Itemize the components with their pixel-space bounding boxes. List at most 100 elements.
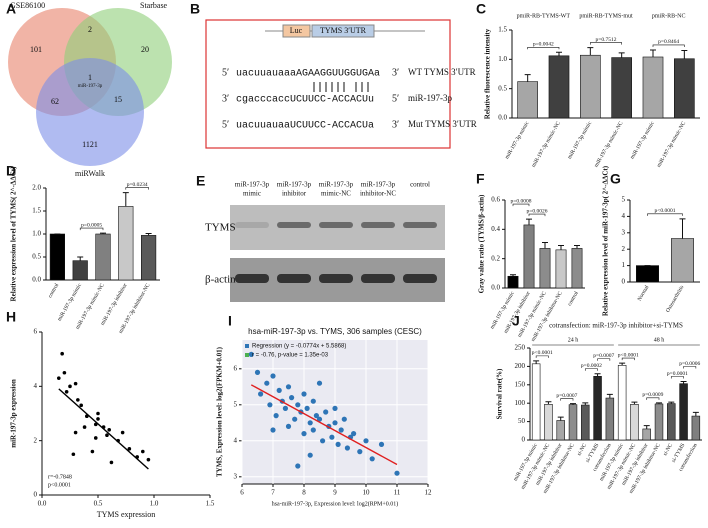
annotation: p<0.0001: [48, 482, 71, 488]
point: [141, 449, 145, 454]
bar: [72, 260, 88, 281]
point: [270, 373, 276, 379]
bar: [630, 404, 639, 441]
y-tick-label: 0: [34, 491, 38, 499]
error-bar: [681, 50, 688, 59]
bar: [571, 248, 583, 289]
y-tick-label: 3: [622, 228, 626, 236]
point: [107, 428, 111, 432]
point: [248, 351, 254, 357]
point: [351, 431, 357, 437]
bar: [531, 363, 541, 441]
point: [316, 416, 323, 422]
seq: uacuuauaaaAGAAGGUUGGUGAa: [236, 69, 380, 80]
y-tick-label: 4: [622, 212, 626, 220]
x-axis-label: TYMS expression: [97, 510, 155, 519]
lane-label: mimic-NC: [321, 190, 351, 198]
point: [289, 395, 295, 401]
point: [62, 370, 67, 375]
x-tick-label: miR-197-3p mimic: [504, 120, 531, 160]
significance-bracket: [535, 355, 549, 358]
lane-label: miR-197-3p: [319, 181, 354, 189]
bar: [611, 57, 632, 119]
significance-bracket: [79, 227, 104, 231]
venn-count: 62: [51, 97, 59, 106]
point: [57, 376, 61, 380]
significance-bracket: [125, 187, 149, 190]
error-bar: [692, 411, 699, 417]
significance-bracket: [527, 46, 560, 50]
bar: [95, 233, 111, 281]
bar: [654, 403, 664, 441]
seq-name: Mut TYMS 3′UTR: [408, 119, 477, 129]
error-bar: [631, 401, 638, 405]
point: [109, 460, 114, 465]
error-bar: [594, 373, 601, 377]
error-bar: [570, 403, 576, 405]
point: [285, 423, 292, 429]
significance-bracket: [670, 376, 684, 379]
x-tick-label: miR-197-3p mimic-NC: [517, 290, 548, 338]
p-value: p<0.0001: [618, 352, 639, 358]
y-tick-label: 150: [515, 380, 526, 388]
point: [316, 380, 323, 386]
bar: [544, 404, 553, 441]
significance-bracket: [621, 357, 635, 361]
venn-set: [36, 58, 144, 166]
x-tick-label: si-NC: [576, 442, 588, 457]
point: [341, 416, 347, 422]
point: [369, 456, 375, 462]
x-tick-label: 1.5: [206, 500, 215, 508]
x-tick-label: 12: [425, 489, 433, 497]
bar: [617, 364, 627, 441]
point: [82, 425, 87, 429]
x-tick-label: control: [567, 290, 580, 307]
x-tick-label: 11: [394, 489, 401, 497]
frame: [205, 19, 451, 149]
regression-line: [58, 388, 149, 470]
point: [276, 387, 282, 393]
error-bar: [510, 274, 516, 277]
point: [310, 398, 316, 404]
panel-letter: B: [190, 1, 200, 17]
x-tick-label: control: [47, 282, 60, 299]
band: [277, 222, 311, 228]
y-tick-label: 5: [622, 196, 626, 204]
lane-label: inhibitor: [282, 190, 307, 198]
y-tick-label: 0.5: [498, 84, 507, 92]
error-bar: [656, 402, 662, 404]
luc-box: [282, 24, 311, 38]
seq-end: 5′: [222, 119, 229, 130]
significance-bracket: [646, 397, 660, 400]
point: [71, 452, 76, 457]
point: [394, 470, 400, 476]
error-bar: [606, 393, 613, 399]
bar: [548, 55, 570, 119]
band: [319, 274, 353, 283]
y-tick-label: 1.5: [498, 26, 507, 34]
point: [285, 384, 292, 390]
bar: [605, 397, 615, 441]
error-bar: [582, 402, 589, 406]
sequence-rows: 5′ uacuuauaaaAGAAGGUUGGUGAa 3′ WT TYMS 3′UT…: [222, 67, 477, 132]
p-value: p=0.0005: [81, 222, 102, 228]
group-label: 48 h: [654, 337, 665, 343]
y-tick-label: 0.4: [491, 225, 500, 233]
point: [96, 417, 100, 421]
bar: [556, 420, 565, 441]
point: [320, 438, 326, 444]
p-value: p=0.0009: [642, 392, 663, 398]
bar: [670, 238, 694, 283]
p-value: p=0.7512: [596, 37, 617, 43]
p-value: p=0.0042: [533, 42, 554, 48]
point: [307, 420, 313, 426]
point: [267, 402, 273, 408]
error-bar: [542, 242, 548, 249]
x-tick-label: miR-197-3p mimic: [567, 120, 594, 160]
x-tick-label: 1.0: [150, 500, 159, 508]
bar: [642, 428, 651, 441]
p-value: p=0.0002: [581, 363, 602, 369]
y-tick-label: 0.5: [32, 253, 41, 261]
significance-bracket: [683, 366, 697, 369]
